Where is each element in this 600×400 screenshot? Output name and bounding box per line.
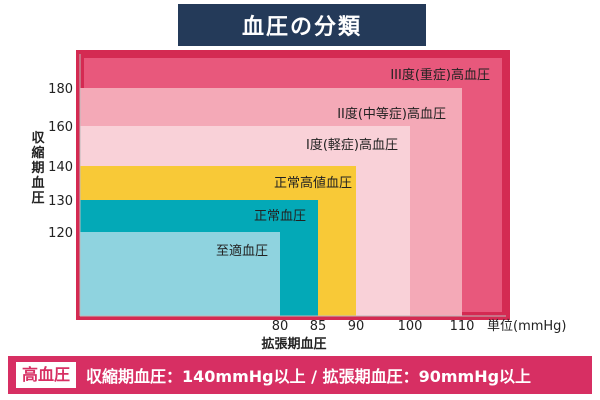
footer-label: 高血圧 <box>16 362 77 388</box>
regions-layer <box>76 50 510 320</box>
y-axis-label: 収縮期血圧 <box>31 131 45 206</box>
region-label-1: III度(重症)高血圧 <box>390 67 490 83</box>
y-tick-130: 130 <box>48 194 73 209</box>
x-unit-label: 単位(mmHg) <box>487 318 567 334</box>
x-tick-110: 110 <box>450 319 475 334</box>
y-tick-120: 120 <box>48 226 73 241</box>
region-6 <box>80 232 280 316</box>
footer-banner: 高血圧 収縮期血圧：140mmHg以上 / 拡張期血圧：90mmHg以上 <box>8 356 592 394</box>
y-ticks-layer: 120 130 140 160 180 <box>48 82 73 241</box>
y-tick-180: 180 <box>48 82 73 97</box>
region-label-5: 正常血圧 <box>254 209 306 224</box>
x-tick-85: 85 <box>310 319 327 334</box>
x-axis-label: 拡張期血圧 <box>261 336 326 352</box>
blood-pressure-chart: III度(重症)高血圧 II度(中等症)高血圧 I度(軽症)高血圧正常高値血圧正常血… <box>31 50 567 352</box>
region-label-4: 正常高値血圧 <box>274 175 352 191</box>
y-tick-160: 160 <box>48 120 73 135</box>
x-tick-100: 100 <box>398 319 423 334</box>
region-label-3: I度(軽症)高血圧 <box>306 137 398 153</box>
chart-title: 血圧の分類 <box>178 4 426 46</box>
region-label-2: II度(中等症)高血圧 <box>337 106 446 122</box>
x-ticks-layer: 80 85 90 100 110 <box>272 319 475 334</box>
region-label-6: 至適血圧 <box>216 243 268 259</box>
y-tick-140: 140 <box>48 160 73 175</box>
x-tick-90: 90 <box>348 319 365 334</box>
region-labels-layer: III度(重症)高血圧 II度(中等症)高血圧 I度(軽症)高血圧正常高値血圧正常血… <box>216 67 490 259</box>
x-tick-80: 80 <box>272 319 289 334</box>
footer-text: 収縮期血圧：140mmHg以上 / 拡張期血圧：90mmHg以上 <box>86 367 532 386</box>
